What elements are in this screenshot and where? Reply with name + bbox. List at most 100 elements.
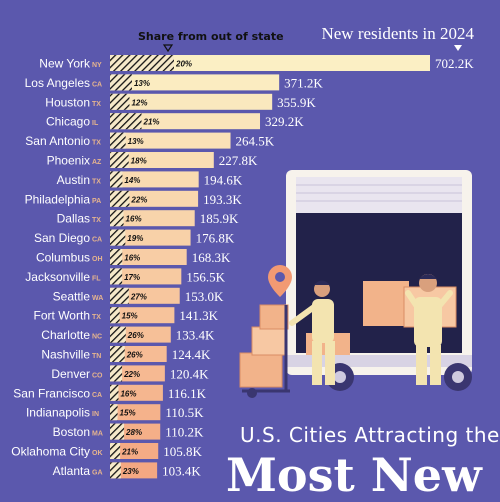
bar-10 xyxy=(110,249,187,265)
share-label: 15% xyxy=(120,409,136,418)
state-label: TX xyxy=(92,217,101,224)
city-label: Columbus xyxy=(36,251,90,265)
share-header-label: Share from out of state xyxy=(138,30,284,43)
value-label: 193.3K xyxy=(203,192,242,207)
share-label: 16% xyxy=(126,215,142,224)
value-label: 110.2K xyxy=(165,425,204,440)
value-label: 168.3K xyxy=(192,250,231,265)
value-label: 120.4K xyxy=(170,366,209,381)
share-bar-15 xyxy=(110,346,125,362)
share-label: 22% xyxy=(130,195,147,204)
share-label: 27% xyxy=(130,292,147,301)
value-label: 355.9K xyxy=(277,95,316,110)
share-label: 13% xyxy=(134,79,150,88)
city-label: San Antonio xyxy=(25,134,90,148)
city-label: Atlanta xyxy=(53,464,91,478)
value-label: 141.3K xyxy=(179,308,218,323)
bar-16 xyxy=(110,365,165,382)
share-label: 26% xyxy=(127,331,144,340)
bar-13 xyxy=(110,307,175,324)
state-label: MA xyxy=(92,431,103,438)
share-bar-1 xyxy=(110,74,132,91)
city-label: Phoenix xyxy=(47,154,90,168)
city-label: San Francisco xyxy=(13,386,90,400)
share-label: 26% xyxy=(126,351,143,360)
value-label: 124.4K xyxy=(172,347,211,362)
share-label: 22% xyxy=(123,370,140,379)
state-label: OK xyxy=(92,450,103,457)
share-label: 20% xyxy=(175,60,192,69)
bar-1 xyxy=(110,74,280,91)
share-label: 28% xyxy=(125,428,142,437)
bar-17 xyxy=(110,384,163,401)
share-label: 21% xyxy=(121,448,138,457)
value-label: 185.9K xyxy=(200,211,239,226)
bar-chart: New York NY 20% 702.2K Los Angeles CA 13% 371.2… xyxy=(11,44,474,479)
city-label: Austin xyxy=(57,173,90,187)
share-bar-21 xyxy=(110,462,121,479)
box-icon xyxy=(239,352,283,388)
state-label: WA xyxy=(92,295,103,302)
state-label: AZ xyxy=(92,159,102,166)
share-label: 12% xyxy=(131,98,147,107)
bar-11 xyxy=(110,268,182,285)
share-bar-13 xyxy=(110,307,120,324)
state-label: GA xyxy=(92,469,103,476)
new-residents-header-label: New residents in 2024 xyxy=(321,24,474,43)
share-label: 21% xyxy=(143,118,160,127)
share-bar-8 xyxy=(110,210,124,227)
share-bar-2 xyxy=(110,93,130,110)
box-icon xyxy=(251,326,287,356)
bar-0 xyxy=(110,55,430,71)
state-label: TX xyxy=(92,178,101,185)
new-residents-marker-icon xyxy=(454,45,462,51)
share-label: 14% xyxy=(124,176,140,185)
mover-body xyxy=(414,297,442,347)
share-label: 17% xyxy=(124,273,140,282)
city-label: Seattle xyxy=(53,289,91,303)
bar-3 xyxy=(110,113,261,130)
state-label: CA xyxy=(92,392,102,399)
city-label: Nashville xyxy=(41,348,90,362)
state-label: TN xyxy=(92,353,101,360)
bar-5 xyxy=(110,152,214,168)
city-label: New York xyxy=(39,57,91,71)
state-label: FL xyxy=(92,275,101,282)
city-label: Denver xyxy=(51,367,90,381)
city-label: Chicago xyxy=(46,115,90,129)
moving-truck-illustration xyxy=(239,170,472,398)
value-label: 264.5K xyxy=(236,134,275,149)
chart-title: Most New xyxy=(226,448,482,502)
state-label: CA xyxy=(92,237,102,244)
state-label: TX xyxy=(92,140,101,147)
value-label: 329.2K xyxy=(265,114,304,129)
state-label: NY xyxy=(92,62,102,69)
share-bar-3 xyxy=(110,113,142,130)
mover-body xyxy=(312,299,334,343)
share-bar-5 xyxy=(110,152,129,168)
value-label: 702.2K xyxy=(435,56,474,71)
city-label: Houston xyxy=(45,95,90,109)
bar-6 xyxy=(110,171,199,188)
share-label: 15% xyxy=(122,312,138,321)
share-bar-11 xyxy=(110,268,123,285)
value-label: 116.1K xyxy=(168,386,207,401)
value-label: 110.5K xyxy=(165,405,204,420)
value-label: 371.2K xyxy=(284,75,323,90)
city-label: Jacksonville xyxy=(25,270,90,284)
bar-8 xyxy=(110,210,195,227)
city-label: Dallas xyxy=(57,212,90,226)
share-bar-9 xyxy=(110,229,126,246)
state-label: OH xyxy=(92,256,103,263)
city-label: Fort Worth xyxy=(34,309,90,323)
box-icon xyxy=(259,304,289,330)
share-label: 19% xyxy=(127,234,143,243)
city-label: Indianapolis xyxy=(26,406,90,420)
bar-18 xyxy=(110,404,161,421)
truck-roller-door xyxy=(296,177,462,213)
state-label: IN xyxy=(92,411,99,418)
state-label: TX xyxy=(92,314,101,321)
city-label: Los Angeles xyxy=(25,76,90,90)
share-label: 16% xyxy=(120,389,136,398)
share-bar-0 xyxy=(110,55,174,71)
